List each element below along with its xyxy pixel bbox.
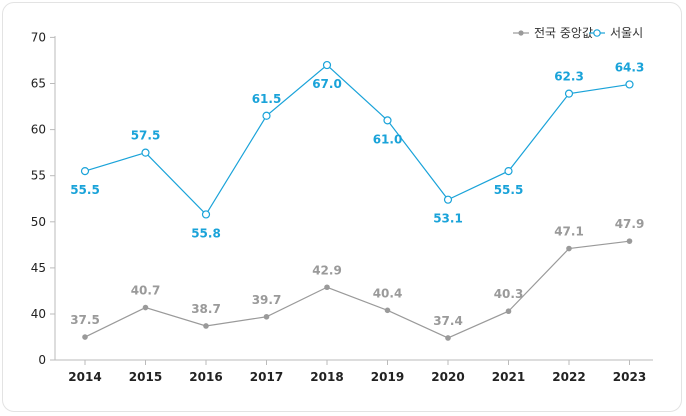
data-point	[203, 323, 209, 329]
y-tick-label: 45	[31, 261, 46, 275]
data-point	[324, 284, 330, 291]
data-label: 64.3	[615, 60, 645, 74]
data-label: 53.1	[433, 212, 463, 226]
data-point	[566, 245, 572, 252]
data-label: 38.7	[191, 302, 221, 316]
chart-frame	[2, 2, 682, 412]
data-label: 61.0	[373, 132, 403, 146]
data-label: 40.4	[373, 286, 403, 300]
data-label: 42.9	[312, 263, 342, 277]
data-point	[626, 238, 633, 244]
series-layer	[80, 60, 634, 341]
data-label: 55.5	[494, 183, 524, 197]
x-tick-label: 2022	[552, 370, 585, 384]
x-tick-label: 2017	[250, 370, 283, 384]
data-label: 57.5	[131, 129, 161, 143]
data-point	[262, 111, 271, 120]
y-tick-label: 65	[31, 77, 46, 91]
x-tick-label: 2023	[613, 370, 646, 384]
y-tick-label: 60	[31, 123, 46, 137]
y-tick-label: 0	[38, 353, 46, 367]
x-tick-label: 2019	[371, 370, 404, 384]
legend-marker	[593, 29, 601, 37]
data-point	[201, 210, 211, 219]
data-label: 67.0	[312, 77, 342, 91]
legend-label: 서울시	[610, 26, 643, 40]
axes: 0 40 45 50 55 60 65 70 2014 2015 2016 2017 2018 2019 2…	[31, 30, 653, 384]
x-tick-label: 2018	[310, 370, 343, 384]
data-point	[80, 166, 90, 176]
y-tick-label: 40	[31, 307, 46, 321]
data-point	[383, 116, 392, 125]
data-label: 40.7	[131, 284, 161, 298]
data-label: 37.4	[433, 314, 463, 328]
data-point	[142, 304, 149, 311]
y-tick-label: 70	[31, 30, 46, 44]
data-point	[564, 89, 574, 98]
y-tick-label: 55	[31, 169, 46, 183]
data-point	[384, 307, 391, 314]
data-label: 40.3	[494, 287, 524, 301]
data-point	[82, 334, 88, 340]
data-point	[625, 80, 634, 89]
x-tick-label: 2016	[189, 370, 222, 384]
data-label: 47.1	[554, 225, 584, 239]
data-label: 55.5	[70, 183, 100, 197]
legend: 전국 중앙값 서울시	[513, 26, 643, 40]
data-point	[322, 60, 332, 70]
data-label: 55.8	[191, 226, 221, 240]
data-point	[505, 308, 512, 315]
data-label: 62.3	[554, 70, 584, 84]
data-label: 37.5	[70, 313, 100, 327]
data-point	[141, 148, 150, 157]
y-tick-label: 50	[31, 215, 46, 229]
data-point	[445, 335, 451, 341]
x-tick-label: 2015	[129, 370, 162, 384]
data-point	[263, 313, 270, 320]
legend-marker	[518, 30, 524, 36]
data-label: 47.9	[615, 217, 645, 231]
labels-layer: 37.5 40.7 38.7 39.7 42.9 40.4 37.4 40.3 47.1 47.9…	[70, 60, 644, 328]
x-tick-label: 2021	[492, 370, 525, 384]
data-label: 61.5	[252, 92, 282, 106]
x-tick-label: 2020	[431, 370, 464, 384]
data-label: 39.7	[252, 293, 282, 307]
data-point	[504, 166, 513, 176]
x-tick-label: 2014	[68, 370, 101, 384]
data-point	[443, 195, 453, 204]
series-line	[84, 64, 630, 216]
series-line	[84, 240, 630, 339]
legend-label: 전국 중앙값	[534, 26, 593, 40]
